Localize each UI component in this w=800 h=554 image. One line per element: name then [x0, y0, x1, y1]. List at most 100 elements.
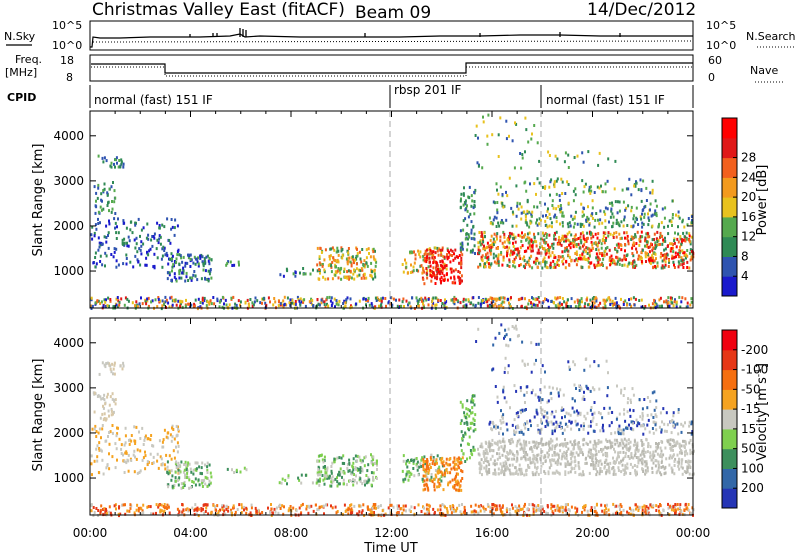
data-cell: [171, 424, 174, 428]
data-cell: [555, 216, 558, 220]
data-cell: [613, 187, 616, 191]
data-cell: [547, 512, 549, 515]
data-cell: [204, 463, 206, 467]
data-cell: [443, 464, 446, 468]
data-cell: [663, 255, 666, 259]
data-cell: [526, 385, 529, 389]
data-cell: [597, 232, 600, 236]
data-cell: [618, 245, 620, 249]
data-cell: [554, 237, 557, 241]
data-cell: [686, 452, 689, 456]
data-cell: [347, 259, 350, 263]
data-cell: [454, 476, 457, 480]
data-cell: [309, 272, 312, 276]
data-cell: [604, 304, 607, 308]
data-cell: [554, 213, 557, 217]
data-cell: [221, 305, 224, 309]
data-cell: [595, 449, 597, 453]
data-cell: [551, 204, 554, 207]
data-cell: [659, 231, 662, 235]
data-cell: [573, 467, 576, 470]
data-cell: [546, 451, 549, 455]
data-cell: [629, 440, 632, 444]
data-cell: [324, 305, 327, 309]
data-cell: [678, 444, 681, 448]
data-cell: [557, 391, 560, 395]
data-cell: [477, 164, 480, 168]
data-cell: [233, 263, 236, 267]
data-cell: [336, 484, 339, 488]
data-cell: [632, 443, 635, 447]
data-cell: [574, 187, 577, 191]
data-cell: [180, 460, 183, 464]
data-cell: [561, 406, 563, 410]
data-cell: [497, 253, 500, 257]
data-cell: [333, 460, 336, 464]
data-cell: [521, 408, 524, 412]
data-cell: [589, 298, 592, 302]
data-cell: [539, 201, 542, 205]
data-cell: [542, 443, 545, 447]
data-cell: [99, 205, 102, 209]
data-cell: [552, 242, 555, 246]
data-cell: [420, 465, 423, 468]
data-cell: [455, 255, 458, 259]
data-cell: [423, 455, 426, 459]
data-cell: [101, 156, 104, 160]
data-cell: [543, 240, 546, 244]
data-cell: [681, 472, 684, 476]
data-cell: [549, 441, 552, 444]
data-cell: [111, 424, 114, 427]
data-cell: [193, 255, 196, 259]
data-cell: [398, 298, 401, 302]
data-cell: [334, 259, 337, 263]
data-cell: [103, 235, 106, 239]
data-cell: [677, 210, 680, 214]
data-cell: [431, 251, 433, 255]
data-cell: [503, 300, 506, 304]
data-cell: [353, 261, 355, 265]
data-cell: [530, 391, 533, 395]
data-cell: [597, 450, 600, 454]
data-cell: [489, 221, 492, 225]
data-cell: [690, 235, 693, 239]
data-cell: [528, 210, 531, 214]
data-cell: [107, 200, 110, 204]
data-cell: [508, 237, 511, 241]
data-cell: [574, 305, 577, 309]
data-cell: [550, 300, 553, 303]
data-cell: [484, 440, 487, 444]
data-cell: [438, 482, 441, 486]
data-cell: [111, 455, 114, 459]
data-cell: [583, 398, 586, 401]
data-cell: [521, 231, 523, 235]
data-cell: [164, 295, 167, 299]
data-cell: [515, 214, 518, 218]
data-cell: [607, 462, 609, 466]
data-cell: [551, 458, 554, 462]
data-cell: [113, 200, 116, 204]
data-cell: [646, 235, 649, 239]
data-cell: [495, 246, 498, 250]
data-cell: [520, 211, 523, 215]
data-cell: [432, 301, 435, 305]
data-cell: [106, 204, 109, 207]
data-cell: [602, 453, 605, 457]
data-cell: [209, 471, 212, 475]
data-cell: [602, 429, 605, 433]
data-cell: [529, 221, 532, 225]
data-cell: [620, 244, 623, 248]
data-cell: [238, 263, 240, 267]
data-cell: [158, 439, 161, 443]
data-cell: [321, 458, 324, 462]
data-cell: [577, 257, 580, 261]
data-cell: [530, 424, 532, 428]
data-cell: [559, 204, 562, 207]
data-cell: [568, 221, 571, 225]
data-cell: [654, 209, 657, 213]
data-cell: [435, 264, 438, 268]
data-cell: [547, 455, 550, 459]
data-cell: [689, 303, 692, 307]
data-cell: [582, 234, 585, 238]
data-cell: [152, 265, 155, 269]
